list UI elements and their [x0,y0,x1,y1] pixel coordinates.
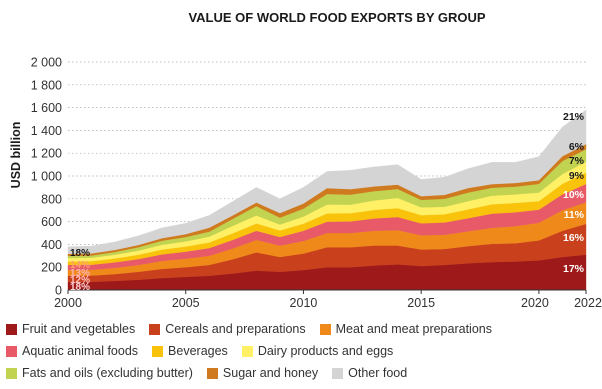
legend-item-fats-oils: Fats and oils (excluding butter) [6,366,193,380]
y-tick-label: 400 [41,238,62,252]
legend-swatch [319,323,331,335]
legend-swatch [241,345,253,357]
y-tick-label: 2 000 [31,56,62,70]
legend-swatch [332,367,344,379]
y-axis-label: USD billion [9,122,23,189]
annotation-2000: 18% [70,282,90,293]
x-tick-label: 2022 [574,296,602,310]
y-tick-label: 1 400 [31,124,62,138]
legend-label: Beverages [168,344,228,358]
annotation-2000: 18% [70,248,90,259]
annotation-2022: 7% [569,155,585,167]
legend-label: Sugar and honey [222,366,319,380]
legend-label: Other food [348,366,408,380]
legend-swatch [6,323,17,335]
annotation-2022: 6% [569,141,585,153]
annotation-2022: 10% [563,189,585,201]
legend-swatch [206,367,218,379]
annotation-2000: 13% [70,268,90,279]
y-tick-label: 1 800 [31,78,62,92]
annotation-2022: 16% [563,232,585,244]
legend-item-cereals: Cereals and preparations [149,322,306,336]
y-tick-label: 200 [41,261,62,275]
y-tick-label: 600 [41,215,62,229]
annotation-2022: 21% [563,111,585,123]
legend-item-sugar: Sugar and honey [206,366,319,380]
x-tick-label: 2010 [290,296,318,310]
x-tick-label: 2005 [172,296,200,310]
legend-label: Dairy products and eggs [257,344,394,358]
annotation-2022: 9% [569,170,585,182]
annotation-2022: 17% [563,263,585,275]
legend-item-aquatic: Aquatic animal foods [6,344,138,358]
share-annotations: 18%14%13%12%18%21%6%7%9%10%11%16%17% [70,111,585,293]
y-tick-label: 1 000 [31,170,62,184]
x-tick-label: 2000 [54,296,82,310]
annotation-2022: 11% [564,209,585,221]
area-other-food [67,109,587,254]
legend-swatch [6,367,17,379]
x-tick-label: 2020 [521,296,549,310]
legend-item-dairy: Dairy products and eggs [241,344,394,358]
legend-item-beverages: Beverages [152,344,228,358]
legend-label: Cereals and preparations [165,322,306,336]
legend-swatch [6,345,17,357]
legend-swatch [149,323,161,335]
x-tick-label: 2015 [407,296,435,310]
legend-label: Aquatic animal foods [22,344,139,358]
chart-title: VALUE OF WORLD FOOD EXPORTS BY GROUP [188,10,485,25]
legend-item-meat: Meat and meat preparations [319,322,492,336]
legend-swatch [152,345,164,357]
annotation-2000: 12% [70,275,90,286]
legend-item-other: Other food [332,366,407,380]
legend-item-fruit-vegetables: Fruit and vegetables [6,322,135,336]
y-tick-label: 1 200 [31,147,62,161]
y-tick-label: 0 [55,284,62,298]
y-tick-label: 1 600 [31,101,62,115]
stacked-areas [67,109,587,291]
legend-label: Fats and oils (excluding butter) [22,366,193,380]
x-axis-ticks: 2000 2005 2010 2015 2020 2022 [54,289,602,310]
legend-label: Fruit and vegetables [22,322,136,336]
y-axis-ticks: 0 200 400 600 800 1 000 1 200 1 400 1 600 1 800 2 … [31,56,62,298]
legend-label: Meat and meat preparations [335,322,492,336]
y-tick-label: 800 [41,192,62,206]
annotation-2000: 14% [70,260,90,271]
